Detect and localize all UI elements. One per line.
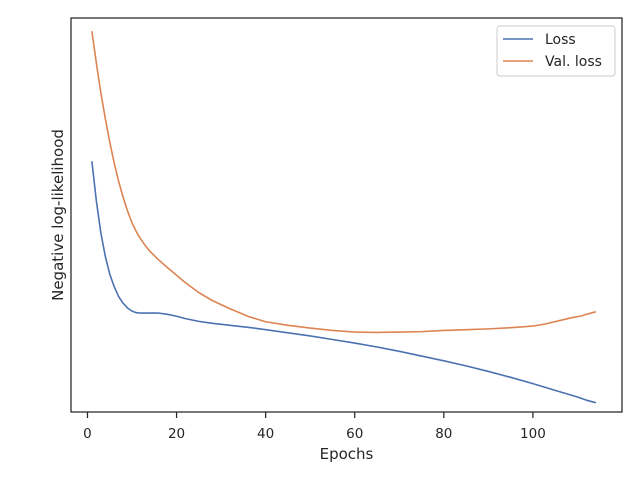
- x-tick-label: 60: [346, 426, 363, 442]
- x-tick-label: 80: [435, 426, 452, 442]
- legend: Loss Val. loss: [496, 25, 616, 77]
- x-tick-label: 0: [83, 426, 92, 442]
- y-axis-label: Negative log-likelihood: [49, 129, 67, 301]
- plot-lines: [91, 30, 597, 404]
- x-axis-ticks: 0 20 40 60 80 100: [83, 412, 546, 442]
- x-axis-label: Epochs: [320, 445, 374, 463]
- x-tick-label: 100: [520, 426, 546, 442]
- legend-label-1: Loss: [545, 32, 576, 48]
- legend-label-2: Val. loss: [545, 54, 602, 70]
- plot-frame: [70, 17, 623, 413]
- x-tick-label: 20: [168, 426, 185, 442]
- series-line-1: [91, 161, 597, 404]
- series-line-2: [91, 30, 597, 334]
- x-tick-label: 40: [257, 426, 274, 442]
